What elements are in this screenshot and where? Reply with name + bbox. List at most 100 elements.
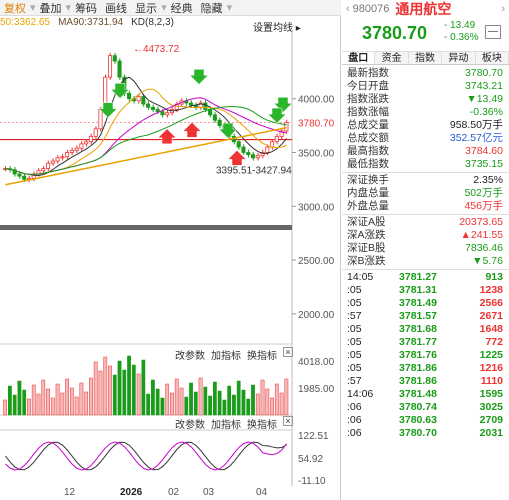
vol-switch-indicator[interactable]: 换指标 bbox=[247, 351, 277, 362]
main-plot-bg bbox=[0, 32, 292, 330]
stat-value: 352.57亿元 bbox=[449, 132, 503, 144]
volume-bar bbox=[141, 359, 146, 416]
sell-arrow-icon bbox=[273, 97, 293, 113]
tick-time: :05 bbox=[347, 297, 362, 309]
tick-volume: 1648 bbox=[479, 323, 503, 335]
tick-volume: 1238 bbox=[479, 284, 503, 296]
volume-panel-header: 改参数 加指标 换指标 × bbox=[175, 347, 293, 362]
volume-bar bbox=[108, 365, 112, 416]
tab-pankou[interactable]: 盘口 bbox=[342, 52, 376, 64]
volume-bar bbox=[222, 399, 227, 416]
tick-time: :06 bbox=[347, 401, 362, 413]
sell-arrow-icon bbox=[98, 102, 118, 119]
tick-volume: 2566 bbox=[479, 297, 503, 309]
candle-body bbox=[84, 141, 89, 145]
stat-value: 3743.21 bbox=[465, 80, 503, 92]
tick-time: :06 bbox=[347, 427, 362, 439]
volume-bar bbox=[246, 398, 251, 416]
volume-bar bbox=[3, 399, 8, 416]
stat-row: 指数涨跌 ▼13.49 bbox=[342, 93, 509, 106]
kd-add-indicator[interactable]: 加指标 bbox=[211, 420, 241, 431]
toolbar-overlay[interactable]: 叠加 bbox=[39, 2, 62, 15]
x-tick: 2026 bbox=[120, 487, 143, 498]
tick-row: 14:06 3781.48 1595 bbox=[342, 388, 509, 401]
tick-price: 3781.49 bbox=[399, 297, 437, 309]
volume-bar bbox=[46, 388, 50, 416]
candle-body bbox=[203, 102, 208, 110]
candle-body bbox=[188, 102, 194, 106]
toolbar-hide[interactable]: 隐藏 bbox=[200, 2, 223, 15]
stat-label: 外盘总量 bbox=[347, 200, 389, 212]
current-price: 3780.70 bbox=[362, 23, 428, 43]
chart-area[interactable]: 复权 ▾ 叠加 ▾ 筹码 画线 显示 ▾ 经典 隐藏 ▾ 50:3362.65 MA90… bbox=[0, 0, 341, 500]
sell-arrow-icon bbox=[267, 107, 287, 124]
tick-time: 14:06 bbox=[347, 388, 374, 400]
toolbar-display[interactable]: 显示 bbox=[135, 2, 158, 15]
high-label: ←4473.72 bbox=[133, 44, 180, 55]
x-tick: 12 bbox=[64, 487, 76, 498]
volume-bar bbox=[203, 386, 208, 416]
volume-bar bbox=[131, 364, 136, 416]
toolbar-classic[interactable]: 经典 bbox=[170, 2, 193, 15]
tab-sector[interactable]: 板块 bbox=[476, 52, 509, 64]
stat-label: 总成交量 bbox=[347, 119, 389, 131]
stat-value: 456万手 bbox=[464, 200, 503, 212]
stat-label: 指数涨跌 bbox=[347, 93, 389, 105]
volume-bar bbox=[265, 388, 270, 416]
quote-tabs: 盘口 资金 指数 异动 板块 bbox=[342, 51, 509, 65]
candle-body bbox=[74, 147, 79, 151]
tick-row: 14:05 3781.27 913 bbox=[342, 271, 509, 284]
candle-body bbox=[12, 169, 17, 175]
tick-row: :05 3781.86 1216 bbox=[342, 362, 509, 375]
stat-value: 3780.70 bbox=[465, 67, 503, 79]
volume-bar bbox=[193, 391, 198, 416]
kd-close-icon[interactable]: × bbox=[283, 416, 293, 426]
volume-bar bbox=[17, 380, 22, 416]
tick-list[interactable]: 14:05 3781.27 913:05 3781.31 1238:05 3781.49 2… bbox=[342, 271, 509, 440]
stat-label: 总成交额 bbox=[347, 132, 389, 144]
stat-row: 深A涨跌 ▲241.55 bbox=[342, 229, 509, 242]
ma-setting-label: 设置均线 bbox=[253, 23, 293, 34]
stat-label: 深证B股 bbox=[347, 242, 386, 254]
kd-switch-indicator[interactable]: 换指标 bbox=[247, 420, 277, 431]
buy-arrow-icon bbox=[227, 149, 247, 166]
vol-add-indicator[interactable]: 加指标 bbox=[211, 351, 241, 362]
volume-bar bbox=[36, 393, 41, 416]
tick-row: :05 3781.76 1225 bbox=[342, 349, 509, 362]
volume-bar bbox=[212, 381, 217, 416]
tab-index[interactable]: 指数 bbox=[409, 52, 443, 64]
stat-label: 最新指数 bbox=[347, 67, 389, 79]
volume-bar bbox=[236, 380, 241, 416]
tab-funds[interactable]: 资金 bbox=[375, 52, 409, 64]
change-value: - 13.49 bbox=[444, 20, 476, 31]
vol-close-icon[interactable]: × bbox=[283, 347, 293, 357]
kline-chart[interactable]: 4000.00 3500.00 3000.00 2500.00 2000.00 3780.… bbox=[0, 32, 341, 486]
x-tick: 03 bbox=[203, 487, 215, 498]
back-arrow-icon[interactable]: ‹ bbox=[346, 2, 350, 15]
volume-bar bbox=[31, 384, 36, 416]
stat-label: 深证换手 bbox=[347, 174, 389, 186]
toolbar-chips[interactable]: 筹码 bbox=[75, 2, 98, 15]
ma-setting-button[interactable]: 设置均线 ▸ bbox=[253, 23, 301, 34]
legend-ma90: MA90:3731.94 bbox=[58, 17, 124, 28]
candle-body bbox=[69, 149, 74, 153]
stat-row: 内盘总量 502万手 bbox=[342, 187, 509, 200]
tick-volume: 1225 bbox=[479, 349, 503, 361]
tab-movement[interactable]: 异动 bbox=[442, 52, 476, 64]
vol-change-param[interactable]: 改参数 bbox=[175, 351, 205, 362]
minimize-button[interactable]: — bbox=[485, 25, 501, 39]
toolbar-draw[interactable]: 画线 bbox=[105, 2, 128, 15]
tick-volume: 1595 bbox=[479, 388, 503, 400]
tick-row: :57 3781.57 2671 bbox=[342, 310, 509, 323]
tick-price: 3781.86 bbox=[399, 375, 437, 387]
low-label: 3395.51-3427.94 bbox=[216, 166, 292, 177]
volume-y-label: 1985.00 bbox=[298, 384, 335, 395]
candle-body bbox=[279, 130, 284, 137]
candle-body bbox=[79, 143, 84, 149]
candle-body bbox=[136, 96, 141, 102]
toolbar-fuquan[interactable]: 复权 bbox=[4, 2, 26, 15]
stat-label: 深A涨跌 bbox=[347, 229, 386, 241]
kd-change-param[interactable]: 改参数 bbox=[175, 420, 205, 431]
forward-arrow-icon[interactable]: › bbox=[501, 2, 505, 15]
volume-bar bbox=[127, 355, 131, 416]
